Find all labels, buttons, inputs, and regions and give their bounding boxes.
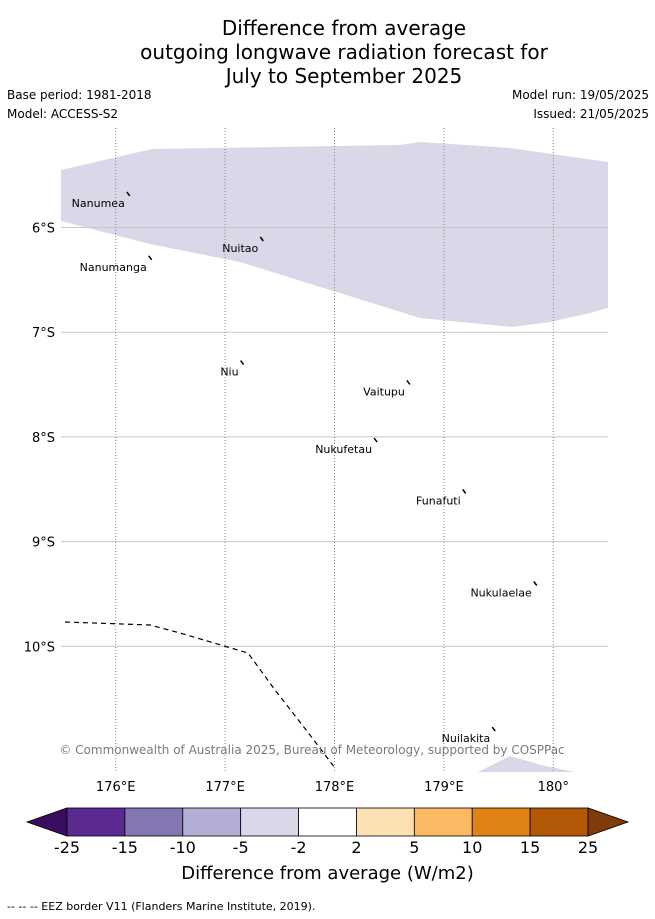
colorbar-tick-label: 15 [519,838,541,857]
island-marker [373,437,378,443]
colorbar-cell-1 [124,807,184,837]
island-label: Funafuti [416,494,461,507]
lat-tick-label: 9°S [32,536,55,551]
island-label: Nanumanga [80,261,147,274]
base-period: Base period: 1981-2018 [7,88,152,102]
map-title: Difference from average outgoing longwav… [0,16,655,88]
island-marker [491,726,496,732]
colorbar-extend-low [25,807,68,837]
island-marker [148,255,153,261]
colorbar-label: Difference from average (W/m2) [181,863,474,884]
island-marker [462,488,467,494]
colorbar-tick-label: -10 [169,838,196,857]
lon-tick-label: 179°E [424,780,464,795]
anomaly-fill-layer [61,142,608,772]
colorbar-tick-label: 25 [577,838,599,857]
colorbar-tick-label: -5 [232,838,249,857]
island-layer: Nanumea Nuitao Nanumanga Niu Vaitupu Nukufeta… [72,191,538,745]
island-marker [240,360,245,366]
longitude-gridlines [115,128,554,772]
lon-tick-label: 176°E [96,780,136,795]
lon-tick-label: 180° [538,780,569,795]
island-label: Nuilakita [442,732,491,745]
lon-tick-label: 177°E [205,780,245,795]
colorbar-tick-label: -2 [290,838,307,857]
colorbar-tick-label: -25 [53,838,81,857]
colorbar-cell-5 [356,807,415,837]
latitude-labels: 6°S 7°S 8°S 9°S 10°S [24,221,55,655]
copyright-notice: © Commonwealth of Australia 2025, Bureau… [59,743,564,757]
lat-tick-label: 10°S [24,640,55,655]
longitude-labels: 176°E 177°E 178°E 179°E 180° [96,780,569,795]
island-marker [406,380,411,385]
model-run-date: Model run: 19/05/2025 [511,88,649,102]
colorbar-cell-2 [182,807,242,837]
island-marker [259,236,264,242]
title-line-1: Difference from average [221,16,467,40]
colorbar-cell-8 [529,807,589,837]
colorbar-tick-label: 2 [351,838,362,857]
anomaly-region-south [478,756,575,772]
colorbar-tick-label: 5 [409,838,420,857]
island-label: Nuitao [222,242,258,255]
colorbar-tick-label: -15 [111,838,138,857]
title-line-2: outgoing longwave radiation forecast for [140,40,548,64]
lat-tick-label: 8°S [32,431,55,446]
issued-date: Issued: 21/05/2025 [533,107,649,121]
island-label: Vaitupu [363,385,405,398]
island-marker [126,191,131,197]
eez-border [64,621,336,769]
island-label: Nanumea [72,197,125,210]
island-label: Niu [220,366,238,379]
colorbar-extend-high [587,807,630,837]
title-line-3: July to September 2025 [225,64,463,88]
lat-tick-label: 7°S [32,326,55,341]
colorbar-cell-4 [298,807,357,837]
colorbar-cell-3 [240,807,299,837]
lat-tick-label: 6°S [32,221,55,236]
colorbar-cell-6 [413,807,473,837]
island-label: Nukulaelae [470,587,532,600]
colorbar-tick-label: 10 [462,838,483,857]
island-marker [533,581,538,586]
island-label: Nukufetau [315,443,372,456]
colorbar-cell-7 [471,807,531,837]
eez-border-legend: -- -- -- EEZ border V11 (Flanders Marine… [7,900,316,913]
lon-tick-label: 178°E [315,780,355,795]
colorbar-cell-0 [66,807,126,837]
anomaly-region-north [61,142,608,327]
model-name: Model: ACCESS-S2 [7,107,119,121]
